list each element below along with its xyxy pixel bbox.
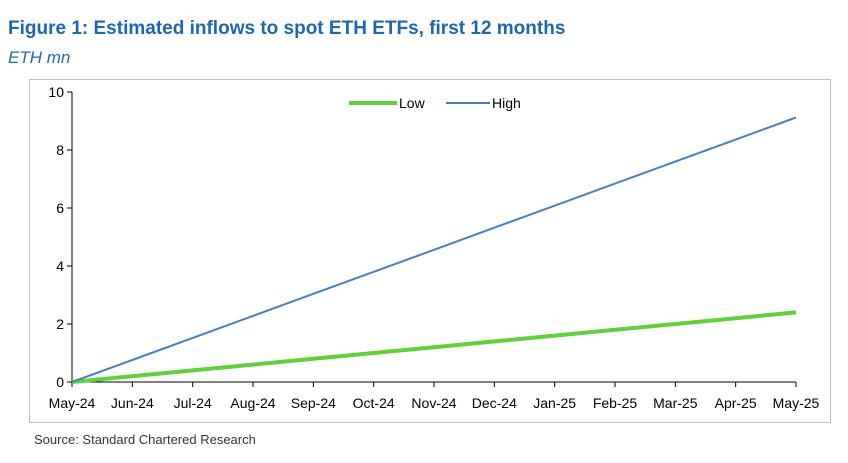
series-line-high (71, 116, 797, 383)
chart-frame (29, 79, 831, 423)
x-tick-label: Nov-24 (411, 395, 456, 411)
figure-subtitle: ETH mn (8, 48, 71, 67)
x-tick-label: Jul-24 (174, 395, 212, 411)
y-tick-label: 8 (56, 142, 64, 158)
y-tick-label: 0 (56, 374, 64, 390)
x-tick-label: Apr-25 (715, 395, 757, 411)
y-tick-label: 6 (56, 200, 64, 216)
figure-title: Figure 1: Estimated inflows to spot ETH … (8, 18, 566, 39)
y-tick-label: 10 (48, 84, 64, 100)
legend-label-high: High (492, 95, 521, 111)
x-tick-label: Feb-25 (593, 395, 638, 411)
x-tick-label: May-24 (49, 395, 96, 411)
x-tick-label: Mar-25 (653, 395, 698, 411)
x-tick-label: Jan-25 (533, 395, 576, 411)
source-note: Source: Standard Chartered Research (34, 432, 256, 447)
x-tick-label: Aug-24 (230, 395, 275, 411)
x-tick-label: Sep-24 (291, 395, 336, 411)
y-tick-label: 4 (56, 258, 64, 274)
legend-label-low: Low (399, 95, 426, 111)
x-tick-label: Jun-24 (111, 395, 154, 411)
y-tick-label: 2 (56, 316, 64, 332)
x-tick-label: May-25 (773, 395, 820, 411)
x-tick-label: Oct-24 (353, 395, 395, 411)
x-tick-label: Dec-24 (472, 395, 517, 411)
series-line-low (71, 310, 797, 384)
